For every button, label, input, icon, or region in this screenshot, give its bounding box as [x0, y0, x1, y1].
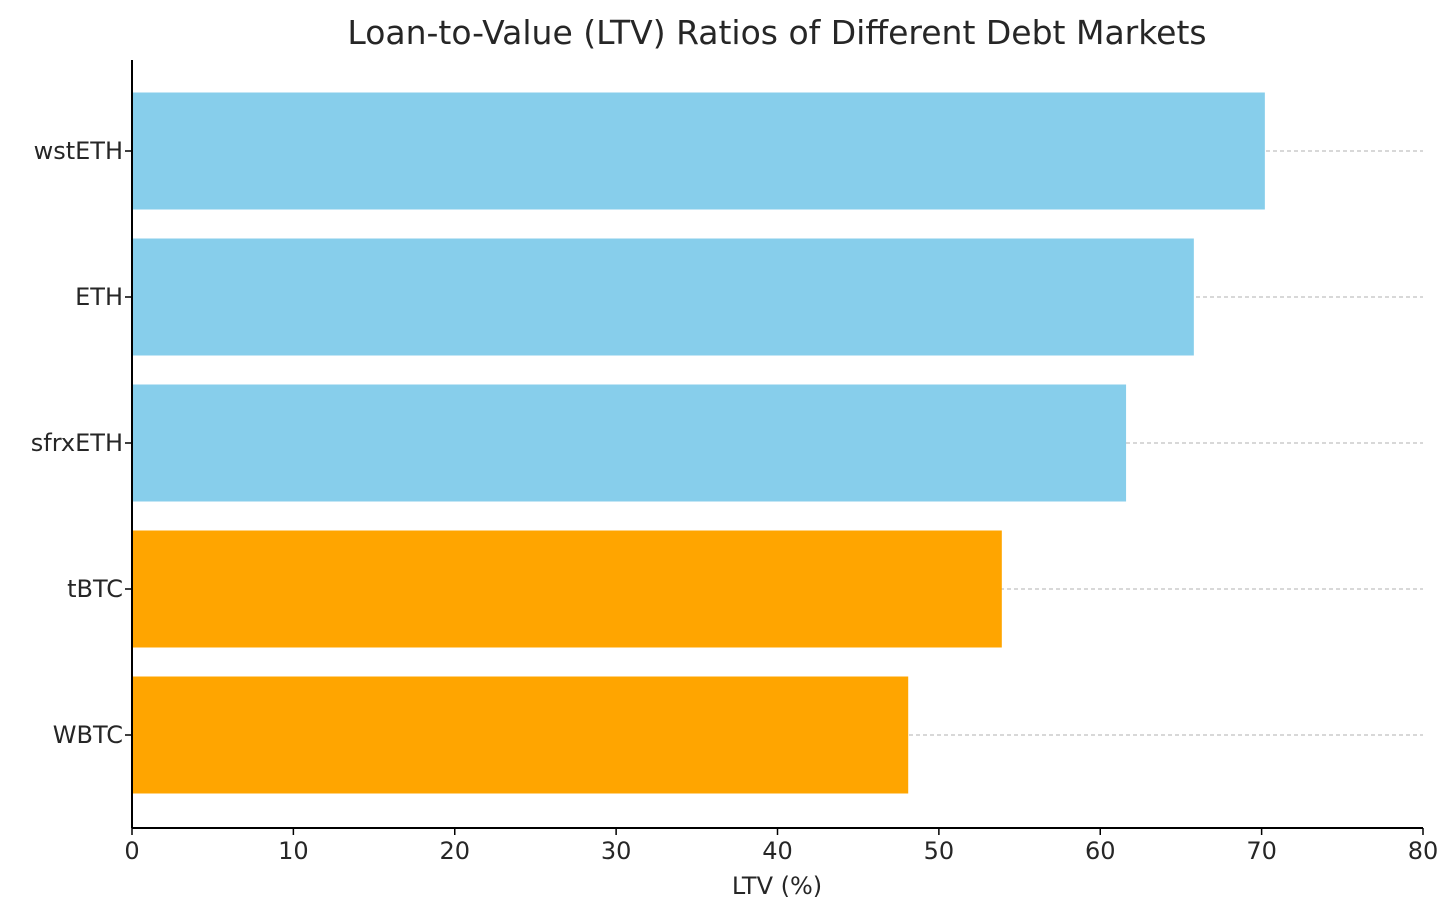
- x-tick-label-60: 60: [1085, 837, 1116, 865]
- x-tick-label-70: 70: [1246, 837, 1277, 865]
- y-tick-label-tbtc: tBTC: [67, 575, 123, 603]
- bar-wsteth: [132, 92, 1265, 210]
- y-tick-label-sfrxeth: sfrxETH: [31, 429, 123, 457]
- x-tick-label-80: 80: [1408, 837, 1439, 865]
- y-tick-label-wbtc: WBTC: [53, 721, 123, 749]
- x-tick-label-40: 40: [762, 837, 793, 865]
- x-axis-label: LTV (%): [732, 872, 822, 900]
- y-tick-label-wsteth: wstETH: [34, 137, 123, 165]
- bars: [132, 92, 1265, 794]
- bar-eth: [132, 238, 1194, 356]
- x-tick-label-10: 10: [278, 837, 309, 865]
- y-tick-label-eth: ETH: [75, 283, 123, 311]
- x-tick-label-20: 20: [439, 837, 470, 865]
- chart-title: Loan-to-Value (LTV) Ratios of Different …: [347, 13, 1206, 52]
- x-tick-label-30: 30: [601, 837, 632, 865]
- axes: 0 10 20 30 40 50 60 70 80 WBTC tBTC sfrxETH ETH wstET…: [31, 60, 1439, 865]
- bar-tbtc: [132, 530, 1002, 648]
- x-tick-label-50: 50: [924, 837, 955, 865]
- x-tick-label-0: 0: [124, 837, 139, 865]
- bar-sfrxeth: [132, 384, 1127, 502]
- bar-wbtc: [132, 676, 909, 794]
